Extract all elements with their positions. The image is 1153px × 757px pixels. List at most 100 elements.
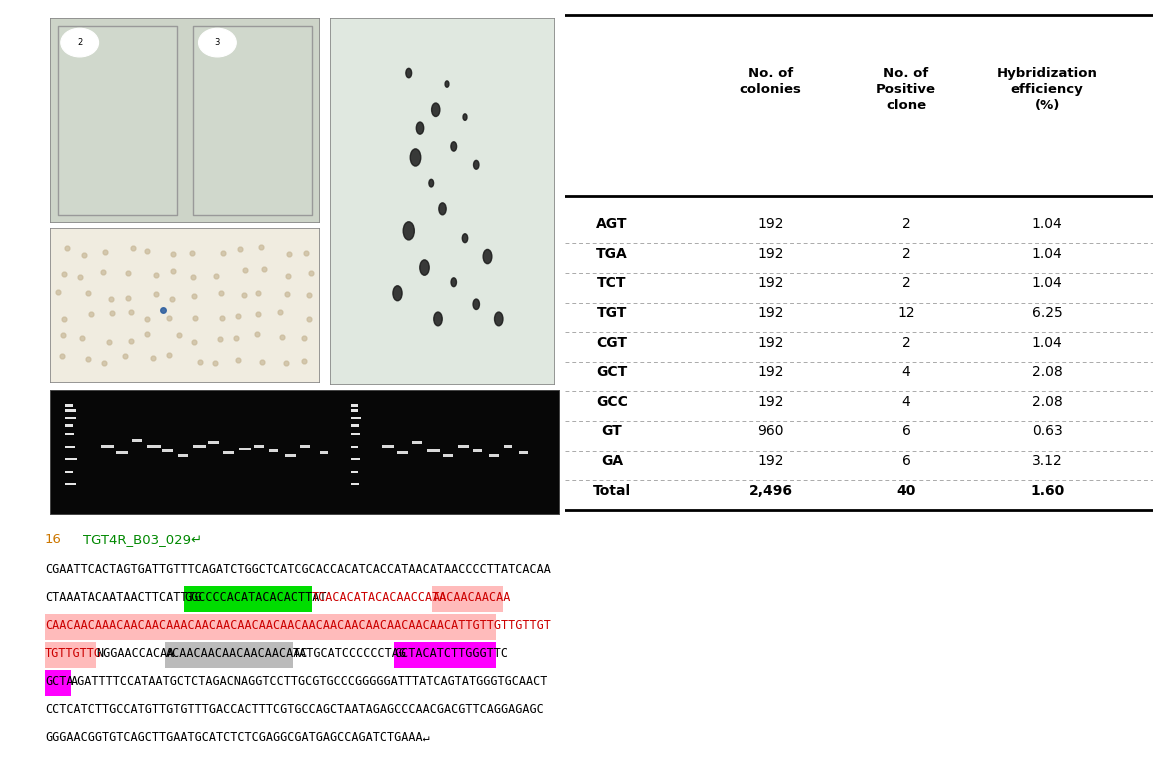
Text: CCTCATCTTGCCATGTTGTGTTTGACCACTTTCGTGCCAGCTAATAGAGCCCAACGACGTTCAGGAGAGC: CCTCATCTTGCCATGTTGTGTTTGACCACTTTCGTGCCAG… [45,703,544,716]
Text: GGGAACGGTGTCAGCTTGAATGCATCTCTCGAGGCGATGAGCCAGATCTGAAA↵: GGGAACGGTGTCAGCTTGAATGCATCTCTCGAGGCGATGA… [45,731,430,744]
Bar [66,404,73,407]
Bar [66,446,75,447]
Text: GCT: GCT [596,365,627,379]
Text: 1.04: 1.04 [1032,217,1063,231]
Bar [224,451,234,454]
Circle shape [404,222,414,240]
Circle shape [473,299,480,310]
Text: 1.60: 1.60 [1030,484,1064,497]
Bar [208,441,219,444]
Circle shape [434,312,443,326]
Text: 960: 960 [758,425,784,438]
Bar [66,424,73,426]
Text: No. of
colonies: No. of colonies [740,67,801,96]
Text: 2.08: 2.08 [1032,365,1063,379]
Bar [66,471,74,473]
Bar [351,458,360,460]
Bar [254,445,264,447]
Text: No. of
Positive
clone: No. of Positive clone [876,67,936,112]
Bar [519,451,528,454]
Text: 6.25: 6.25 [1032,306,1063,320]
Bar [101,445,114,447]
Bar [184,586,312,612]
Text: GGCCCCACATACACACTTAT: GGCCCCACATACACACTTAT [184,591,327,604]
Text: 192: 192 [758,306,784,320]
Text: CTAAATACAATAACTTCATTTG: CTAAATACAATAACTTCATTTG [45,591,202,604]
Text: TGTTGTTG: TGTTGTTG [45,647,101,660]
Bar [382,445,394,447]
Bar [397,451,408,454]
Text: 6: 6 [902,425,911,438]
Text: 192: 192 [758,365,784,379]
Text: NGGAACCACAA: NGGAACCACAA [96,647,174,660]
Text: 1.04: 1.04 [1032,335,1063,350]
Bar [351,483,359,485]
Text: 2: 2 [902,217,911,231]
Bar [351,410,357,412]
Bar [300,445,310,447]
Bar [66,433,74,435]
Bar [351,433,360,435]
Bar [45,642,97,668]
Bar [351,417,361,419]
Text: 6: 6 [902,454,911,468]
Bar [473,449,482,451]
Bar [351,446,357,447]
Text: 1.04: 1.04 [1032,276,1063,291]
Text: GA: GA [601,454,623,468]
Text: 2: 2 [902,247,911,260]
Bar [432,586,503,612]
Circle shape [393,286,402,301]
Text: GCC: GCC [596,394,628,409]
Text: 0.63: 0.63 [1032,425,1063,438]
Bar [412,441,422,444]
Bar [285,453,296,456]
Text: CGAATTCACTAGTGATTGTTTCAGATCTGGCTCATCGCACCACATCACCATAACATAACCCCTTATCACAA: CGAATTCACTAGTGATTGTTTCAGATCTGGCTCATCGCAC… [45,563,551,576]
Bar [351,424,359,426]
Text: CAACAACAAACAACAACAAACAACAACAACAACAACAACAACAACAACAACAACAACATTGTTGTTGTTGT: CAACAACAAACAACAACAAACAACAACAACAACAACAACA… [45,619,551,632]
Text: 192: 192 [758,454,784,468]
Text: 2: 2 [902,276,911,291]
Text: AGATTTTCCATAATGCTCTAGACNAGGTCCTTGCGTGCCCGGGGGATTTATCAGTATGGGTGCAACT: AGATTTTCCATAATGCTCTAGACNAGGTCCTTGCGTGCCC… [70,675,548,688]
Bar [443,453,453,456]
Text: Total: Total [593,484,631,497]
Circle shape [462,234,468,243]
Circle shape [420,260,429,276]
Bar [321,451,327,454]
Text: 2,496: 2,496 [748,484,793,497]
Bar [193,445,205,447]
Bar [504,445,512,447]
Bar [116,451,128,454]
Text: 40: 40 [896,484,915,497]
Text: CGT: CGT [596,335,627,350]
Text: 4: 4 [902,394,911,409]
Circle shape [439,203,446,215]
Bar [239,447,251,450]
Text: 4: 4 [902,365,911,379]
Circle shape [198,28,236,57]
Text: 192: 192 [758,335,784,350]
Text: GT: GT [602,425,623,438]
Circle shape [483,249,492,263]
Circle shape [474,160,478,170]
Bar [66,483,76,485]
Text: 192: 192 [758,276,784,291]
Text: 3: 3 [214,38,220,47]
Bar [428,449,440,451]
Text: AGT: AGT [596,217,627,231]
Bar [163,449,173,451]
Bar [270,449,279,451]
Circle shape [451,142,457,151]
Bar [131,439,142,441]
Text: 2: 2 [77,38,82,47]
Text: 12: 12 [897,306,914,320]
Text: ACAACAACAACAACAACAAC: ACAACAACAACAACAACAAC [166,647,308,660]
Circle shape [406,68,412,78]
Bar [351,404,359,407]
Text: 192: 192 [758,217,784,231]
Circle shape [61,28,99,57]
Text: Hybridization
efficiency
(%): Hybridization efficiency (%) [996,67,1098,112]
Circle shape [431,103,440,117]
Text: AACAACAACAA: AACAACAACAA [432,591,511,604]
Circle shape [410,149,421,166]
